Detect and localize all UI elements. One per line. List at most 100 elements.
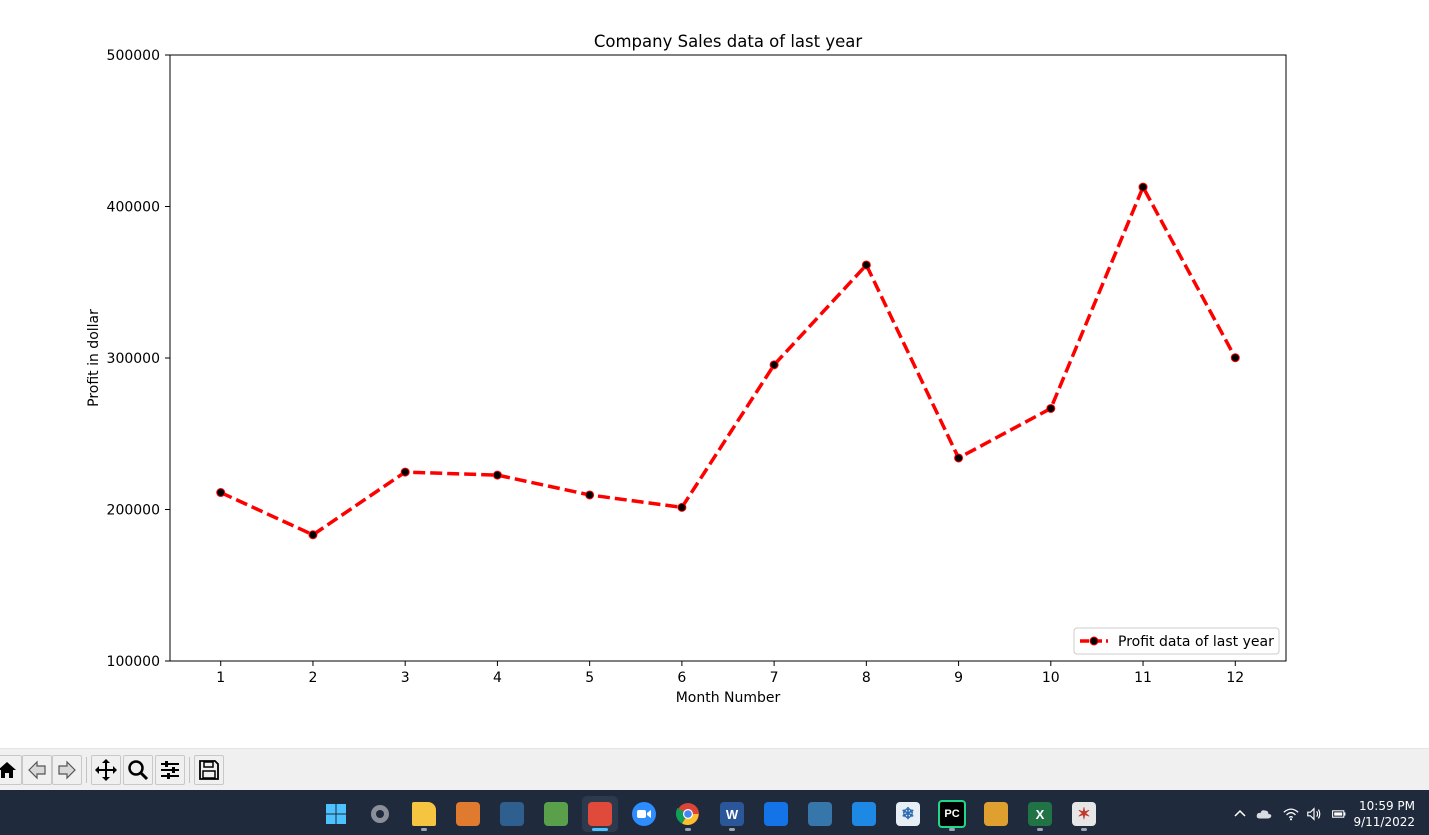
system-clock[interactable]: 10:59 PM 9/11/2022 [1353,798,1415,830]
chevron-up-icon[interactable] [1232,806,1248,822]
clock-time: 10:59 PM [1359,799,1415,813]
data-point-marker [1138,182,1148,192]
forward-button[interactable] [52,755,82,785]
taskbar-app-paint-tools[interactable]: ✶ [1066,796,1102,832]
pan-move-icon [95,759,117,781]
x-tick-label: 2 [308,670,317,686]
taskbar-app-chrome[interactable] [670,796,706,832]
dolphin-icon [500,802,524,826]
data-point-marker [585,490,595,500]
home-icon [0,762,16,778]
home-button[interactable] [0,755,22,785]
configure-subplots-button[interactable] [155,755,185,785]
scissors-icon [588,802,612,826]
folder-icon [412,802,436,826]
y-axis-label: Profit in dollar [86,309,102,407]
house-lock-icon [984,802,1008,826]
gear-icon [368,802,392,826]
running-indicator [1037,828,1043,831]
x-tick-label: 8 [862,670,871,686]
back-button[interactable] [22,755,52,785]
cloud-icon[interactable] [1256,806,1272,822]
x-tick-label: 4 [493,670,502,686]
legend-box [1073,627,1280,655]
x-tick-label: 3 [401,670,410,686]
figure-canvas: Company Sales data of last year Month Nu… [86,32,1287,706]
pycharm-icon: PC [938,800,966,828]
running-indicator [592,828,608,831]
matplotlib-toolbar [0,748,1429,790]
taskbar-app-snowflake[interactable]: ❄ [890,796,926,832]
taskbar-app-matlab[interactable] [450,796,486,832]
x-tick-label: 10 [1042,670,1060,686]
data-point-marker [769,360,779,370]
legend-label: Profit data of last year [1118,634,1274,650]
battery-icon[interactable] [1331,806,1347,822]
back-arrow-icon [28,760,46,780]
data-point-marker [861,260,871,270]
x-tick-label: 9 [954,670,963,686]
video-camera-icon [632,802,656,826]
data-point-marker [1230,353,1240,363]
data-point-marker [1046,403,1056,413]
running-indicator [685,828,691,831]
save-button[interactable] [194,755,224,785]
sliders-icon [161,761,179,779]
data-point-marker [492,470,502,480]
notepad-icon [544,802,568,826]
wifi-icon[interactable] [1283,806,1299,822]
taskbar-app-excel[interactable]: X [1022,796,1058,832]
taskbar-app-sync[interactable] [846,796,882,832]
x-tick-label: 5 [585,670,594,686]
plot-area [170,55,1286,661]
taskbar-app-settings[interactable] [362,796,398,832]
matlab-icon [456,802,480,826]
x-tick-label: 6 [677,670,686,686]
pan-button[interactable] [91,755,121,785]
paint-brush-icon: ✶ [1072,802,1096,826]
python-icon [808,802,832,826]
taskbar-app-snipping-tool[interactable] [582,796,618,832]
taskbar-app-word[interactable]: W [714,796,750,832]
running-indicator [421,828,427,831]
series-line [219,185,1237,537]
taskbar-app-notepad[interactable] [538,796,574,832]
taskbar-app-home-lock[interactable] [978,796,1014,832]
data-point-marker [216,488,226,498]
taskbar-app-store[interactable] [758,796,794,832]
windows-taskbar: W ❄ PC X ✶ 10:59 PM 9/11/2022 [0,790,1429,835]
running-indicator [949,828,955,831]
snowflake-icon: ❄ [896,802,920,826]
x-axis-label: Month Number [676,690,781,706]
taskbar-app-zoom[interactable] [626,796,662,832]
clock-date: 9/11/2022 [1353,815,1415,829]
y-tick-label: 100000 [107,654,160,670]
taskbar-app-start[interactable] [318,796,354,832]
chart-title: Company Sales data of last year [594,32,862,51]
data-point-marker [954,453,964,463]
legend-marker [1089,636,1099,646]
x-tick-label: 12 [1226,670,1244,686]
save-floppy-icon [199,760,219,780]
running-indicator [1081,828,1087,831]
speaker-icon[interactable] [1306,806,1322,822]
forward-arrow-icon [58,760,76,780]
y-tick-label: 200000 [107,503,160,519]
y-tick-label: 400000 [107,200,160,216]
line-chart: Company Sales data of last year Month Nu… [86,32,1287,706]
taskbar-app-mysql-workbench[interactable] [494,796,530,832]
toolbar-separator [86,757,87,783]
taskbar-app-python[interactable] [802,796,838,832]
taskbar-app-pycharm[interactable]: PC [934,796,970,832]
x-tick-label: 1 [216,670,225,686]
store-bag-icon [764,802,788,826]
zoom-magnifier-icon [128,760,149,781]
excel-icon: X [1028,802,1052,826]
running-indicator [729,828,735,831]
toolbar-separator [189,757,190,783]
data-point-marker [677,502,687,512]
y-tick-label: 300000 [107,351,160,367]
data-point-marker [308,530,318,540]
taskbar-app-file-explorer[interactable] [406,796,442,832]
zoom-button[interactable] [123,755,153,785]
